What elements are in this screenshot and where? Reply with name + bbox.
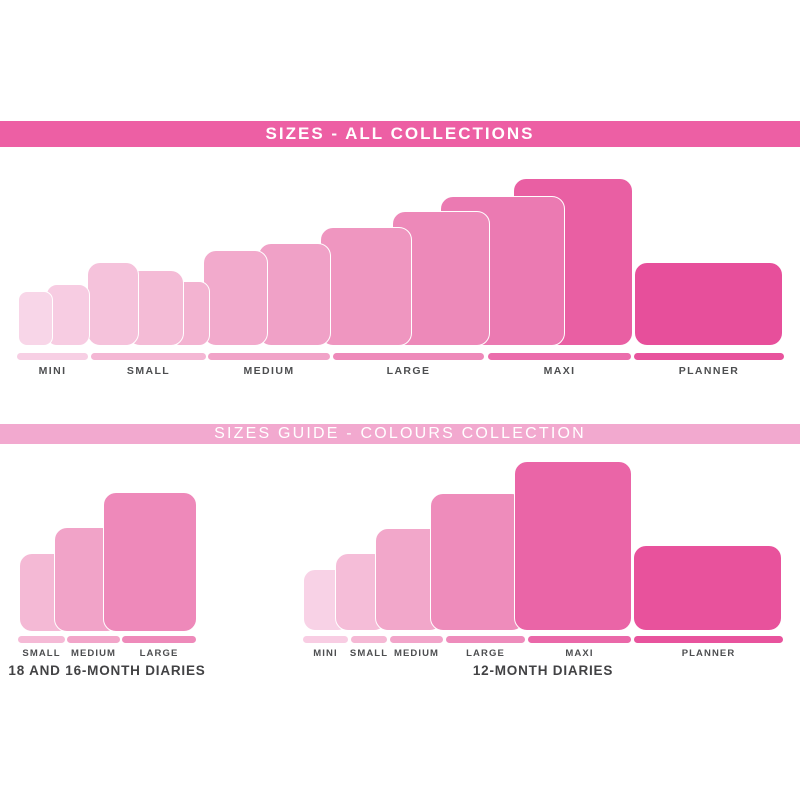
book-all-collections-mini-b — [46, 284, 90, 346]
size-bar-diaries-12-medium — [390, 636, 443, 643]
size-bar-all-collections-small — [91, 353, 206, 360]
book-diaries-12-maxi — [514, 461, 632, 631]
size-label-diaries-12-medium: MEDIUM — [393, 648, 440, 659]
size-bar-diaries-12-maxi — [528, 636, 631, 643]
size-bar-diaries-18-16-large — [122, 636, 196, 643]
size-bar-diaries-12-planner — [634, 636, 783, 643]
book-all-collections-medium-b — [258, 243, 331, 346]
banner-colours-collection: SIZES GUIDE - COLOURS COLLECTION — [0, 424, 800, 444]
banner-all-collections: SIZES - ALL COLLECTIONS — [0, 121, 800, 147]
size-label-all-collections-planner: PLANNER — [678, 365, 740, 377]
size-bar-diaries-18-16-small — [18, 636, 65, 643]
size-label-all-collections-maxi: MAXI — [543, 365, 576, 377]
size-label-all-collections-small: SMALL — [126, 365, 171, 377]
caption-diaries-18-16: 18 AND 16-MONTH DIARIES — [8, 663, 206, 678]
size-bar-diaries-18-16-medium — [67, 636, 120, 643]
size-label-all-collections-mini: MINI — [38, 365, 67, 377]
size-label-all-collections-large: LARGE — [386, 365, 431, 377]
size-bar-all-collections-medium — [208, 353, 330, 360]
book-all-collections-mini-a — [18, 291, 53, 346]
size-bar-diaries-12-large — [446, 636, 525, 643]
book-all-collections-medium-a — [203, 250, 268, 346]
size-label-diaries-12-mini: MINI — [313, 648, 338, 659]
size-label-diaries-18-16-large: LARGE — [139, 648, 179, 659]
size-bar-diaries-12-small — [351, 636, 387, 643]
book-all-collections-small-a — [87, 262, 139, 346]
book-diaries-18-16-large — [103, 492, 197, 632]
size-label-diaries-18-16-small: SMALL — [22, 648, 61, 659]
size-bar-diaries-12-mini — [303, 636, 348, 643]
size-label-diaries-12-planner: PLANNER — [681, 648, 736, 659]
book-diaries-12-large — [430, 493, 525, 631]
size-bar-all-collections-planner — [634, 353, 784, 360]
size-label-all-collections-medium: MEDIUM — [243, 365, 295, 377]
book-all-collections-planner — [634, 262, 783, 346]
size-label-diaries-12-large: LARGE — [466, 648, 505, 659]
book-all-collections-large-a — [320, 227, 412, 346]
banner-all-collections-title: SIZES - ALL COLLECTIONS — [265, 124, 535, 143]
book-diaries-12-planner — [633, 545, 782, 631]
size-label-diaries-18-16-medium: MEDIUM — [70, 648, 117, 659]
size-label-diaries-12-small: SMALL — [349, 648, 389, 659]
size-label-diaries-12-maxi: MAXI — [565, 648, 594, 659]
size-bar-all-collections-large — [333, 353, 484, 360]
caption-diaries-12: 12-MONTH DIARIES — [472, 663, 614, 678]
banner-colours-collection-title: SIZES GUIDE - COLOURS COLLECTION — [214, 425, 586, 442]
size-bar-all-collections-maxi — [488, 353, 631, 360]
size-bar-all-collections-mini — [17, 353, 88, 360]
